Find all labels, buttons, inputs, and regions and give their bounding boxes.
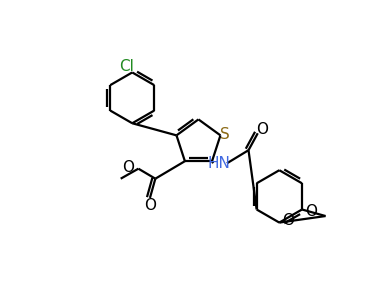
Text: HN: HN [208, 156, 231, 171]
Text: O: O [122, 160, 135, 175]
Text: S: S [220, 127, 230, 142]
Text: Cl: Cl [119, 59, 134, 74]
Text: O: O [305, 204, 317, 219]
Text: O: O [144, 198, 156, 213]
Text: O: O [256, 122, 268, 137]
Text: O: O [283, 213, 294, 228]
